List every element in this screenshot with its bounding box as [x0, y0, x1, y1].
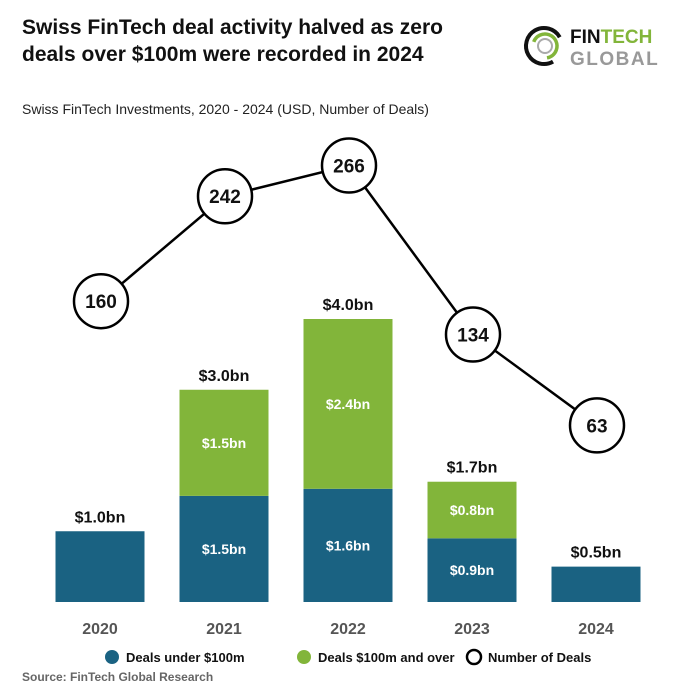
- bar-label-under: $1.6bn: [326, 537, 370, 553]
- source-note: Source: FinTech Global Research: [22, 670, 214, 684]
- total-label: $4.0bn: [323, 297, 374, 314]
- total-label: $1.0bn: [75, 509, 126, 526]
- total-label: $3.0bn: [199, 368, 250, 385]
- bar-100m-and-over: [427, 481, 517, 539]
- chart-title: Swiss FinTech deal activity halved as ze…: [22, 16, 443, 66]
- bar-under-100m: [179, 495, 269, 602]
- legend-label: Number of Deals: [488, 650, 591, 665]
- legend-marker: [297, 650, 311, 664]
- svg-text:FINTECH: FINTECH: [570, 27, 652, 48]
- x-tick-label: 2024: [578, 621, 614, 638]
- bar-under-100m: [427, 538, 517, 602]
- x-tick-label: 2023: [454, 621, 490, 638]
- bar-under-100m: [55, 531, 145, 602]
- total-label: $0.5bn: [571, 545, 622, 562]
- x-tick-label: 2021: [206, 621, 242, 638]
- bar-label-over: $2.4bn: [326, 396, 370, 412]
- bar-label-over: $0.8bn: [450, 502, 494, 518]
- total-label: $1.7bn: [447, 460, 498, 477]
- bar-label-over: $1.5bn: [202, 435, 246, 451]
- deals-count-label: 160: [85, 292, 117, 313]
- legend-marker: [105, 650, 119, 664]
- deals-count-label: 266: [333, 157, 365, 178]
- deals-marker: [568, 397, 626, 454]
- chart-subtitle: Swiss FinTech Investments, 2020 - 2024 (…: [22, 101, 429, 117]
- deals-count-label: 63: [586, 416, 607, 437]
- legend-label: Deals $100m and over: [318, 650, 455, 665]
- svg-text:GLOBAL: GLOBAL: [570, 49, 659, 70]
- x-tick-label: 2020: [82, 621, 118, 638]
- bar-label-under: $1.5bn: [202, 541, 246, 557]
- bar-under-100m: [303, 488, 393, 602]
- deals-marker: [444, 306, 502, 363]
- deals-marker: [196, 167, 254, 225]
- legend-marker: [465, 648, 483, 666]
- deals-marker: [72, 272, 130, 330]
- legend-label: Deals under $100m: [126, 650, 245, 665]
- x-tick-label: 2022: [330, 621, 366, 638]
- deals-count-label: 242: [209, 187, 241, 208]
- bar-label-under: $0.9bn: [450, 562, 494, 578]
- bar-under-100m: [551, 566, 641, 602]
- bar-100m-and-over: [179, 389, 269, 496]
- bar-100m-and-over: [303, 319, 393, 489]
- deals-count-label: 134: [457, 325, 489, 346]
- fintech-global-logo: FINTECH GLOBAL: [524, 26, 659, 70]
- deals-marker: [320, 137, 378, 194]
